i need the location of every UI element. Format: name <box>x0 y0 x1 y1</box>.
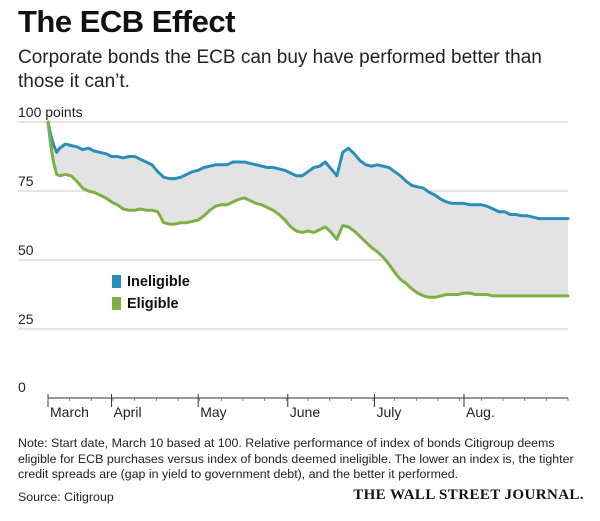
legend-label-eligible: Eligible <box>127 296 179 312</box>
y-tick-label: 25 <box>18 311 34 327</box>
legend-swatch-ineligible <box>112 275 121 288</box>
series-line-eligible <box>46 120 570 299</box>
publisher-logo: THE WALL STREET JOURNAL. <box>353 487 584 503</box>
y-tick-label: 0 <box>18 379 26 395</box>
chart: 100 points 75 50 25 0 March April May June July Au… <box>18 104 570 420</box>
y-tick-label: 50 <box>18 242 34 258</box>
source-credit: Source: Citigroup <box>18 490 114 504</box>
gap-shading <box>48 122 568 298</box>
x-tick-label: March <box>50 404 89 420</box>
page-title: The ECB Effect <box>18 4 235 39</box>
y-tick-label: 100 points <box>18 104 83 120</box>
x-tick-label: July <box>376 404 401 420</box>
legend-label-ineligible: Ineligible <box>127 274 190 290</box>
legend-swatch-eligible <box>112 297 121 310</box>
x-tick-label: April <box>114 404 142 420</box>
chart-note: Note: Start date, March 10 based at 100.… <box>18 436 574 482</box>
x-tick-label: May <box>200 404 226 420</box>
subtitle: Corporate bonds the ECB can buy have per… <box>18 47 542 92</box>
x-tick-label: June <box>290 404 321 420</box>
series-line-ineligible <box>46 120 570 221</box>
x-tick-label: Aug. <box>466 404 495 420</box>
y-tick-label: 75 <box>18 173 34 189</box>
